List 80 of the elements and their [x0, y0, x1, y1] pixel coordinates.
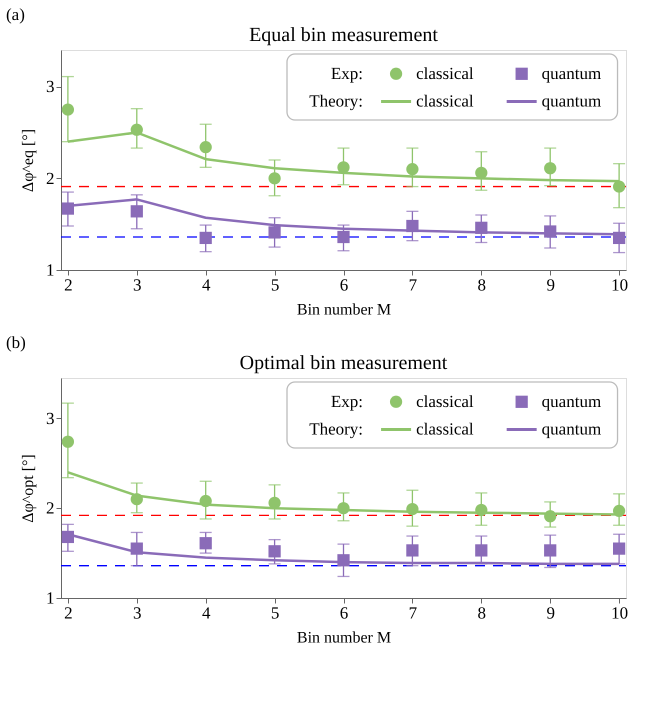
legend-label: quantum [542, 64, 602, 83]
point [475, 222, 488, 234]
x-tick-label: 2 [64, 604, 73, 622]
x-tick-label: 10 [611, 276, 628, 294]
x-tick-label: 4 [202, 276, 211, 294]
x-tick-label: 3 [133, 604, 142, 622]
x-tick-label: 5 [270, 276, 280, 294]
point [544, 225, 556, 238]
legend-label: quantum [542, 92, 602, 111]
annotation: Exp: [330, 64, 364, 83]
point [612, 180, 626, 193]
point [130, 493, 143, 506]
x-tick-label: 9 [546, 276, 555, 294]
point [406, 544, 419, 557]
point [268, 545, 281, 558]
chart-title: Equal bin measurement [249, 24, 438, 46]
y-tick-label: 1 [46, 260, 54, 280]
point [406, 502, 419, 516]
legend-label: quantum [542, 420, 602, 439]
legend-label: quantum [542, 392, 602, 411]
point [268, 172, 281, 184]
x-tick-label: 4 [202, 604, 211, 622]
point [337, 161, 350, 174]
x-tick-label: 3 [133, 276, 142, 294]
y-axis-title: Δφ^opt [°] [20, 454, 37, 523]
point [200, 537, 212, 550]
point [406, 220, 419, 232]
text: (a) [6, 5, 25, 24]
point [544, 544, 556, 557]
chart-title: Optimal bin measurement [240, 352, 448, 374]
point [130, 205, 143, 218]
point [268, 496, 281, 509]
y-tick-label: 3 [46, 408, 54, 428]
point [337, 502, 350, 514]
legend-label: classical [416, 392, 474, 411]
x-tick-label: 5 [270, 604, 280, 622]
y-axis-title: Δφ^eq [°] [20, 128, 37, 192]
x-tick-label: 6 [340, 604, 348, 622]
y-tick-label: 2 [46, 168, 54, 188]
point [62, 530, 74, 544]
point [544, 510, 556, 522]
x-tick-label: 8 [478, 604, 486, 622]
point [475, 166, 488, 179]
point [612, 504, 626, 518]
x-tick-label: 7 [408, 276, 418, 294]
point [200, 232, 212, 244]
point [62, 202, 74, 215]
legend-label: classical [416, 64, 474, 83]
legend-label: classical [416, 92, 474, 111]
point [612, 232, 626, 244]
x-axis-title: Bin number M [296, 302, 392, 318]
point [268, 226, 281, 239]
x-tick-label: 9 [546, 604, 555, 622]
x-tick-label: 7 [408, 604, 418, 622]
point [130, 542, 143, 555]
point [337, 230, 350, 244]
x-axis-title: Bin number M [296, 630, 392, 646]
y-tick-label: 3 [46, 77, 54, 96]
y-tick-label: 2 [46, 498, 54, 518]
x-tick-label: 8 [478, 276, 486, 294]
annotation: Exp: [330, 392, 364, 411]
point [62, 436, 74, 448]
text: (b) [6, 333, 26, 352]
point [406, 163, 419, 176]
point [612, 542, 626, 555]
point [130, 124, 143, 136]
x-tick-label: 2 [64, 276, 73, 294]
point [475, 544, 488, 557]
point [62, 103, 74, 116]
point [200, 494, 212, 508]
point [475, 504, 488, 516]
annotation: Theory: [309, 420, 364, 439]
legend-label: classical [416, 420, 474, 439]
y-tick-label: 1 [46, 588, 54, 608]
point [337, 554, 350, 566]
point [544, 162, 556, 174]
annotation: Theory: [309, 92, 364, 111]
x-tick-label: 10 [611, 604, 628, 622]
x-tick-label: 6 [340, 276, 348, 294]
point [200, 141, 212, 154]
